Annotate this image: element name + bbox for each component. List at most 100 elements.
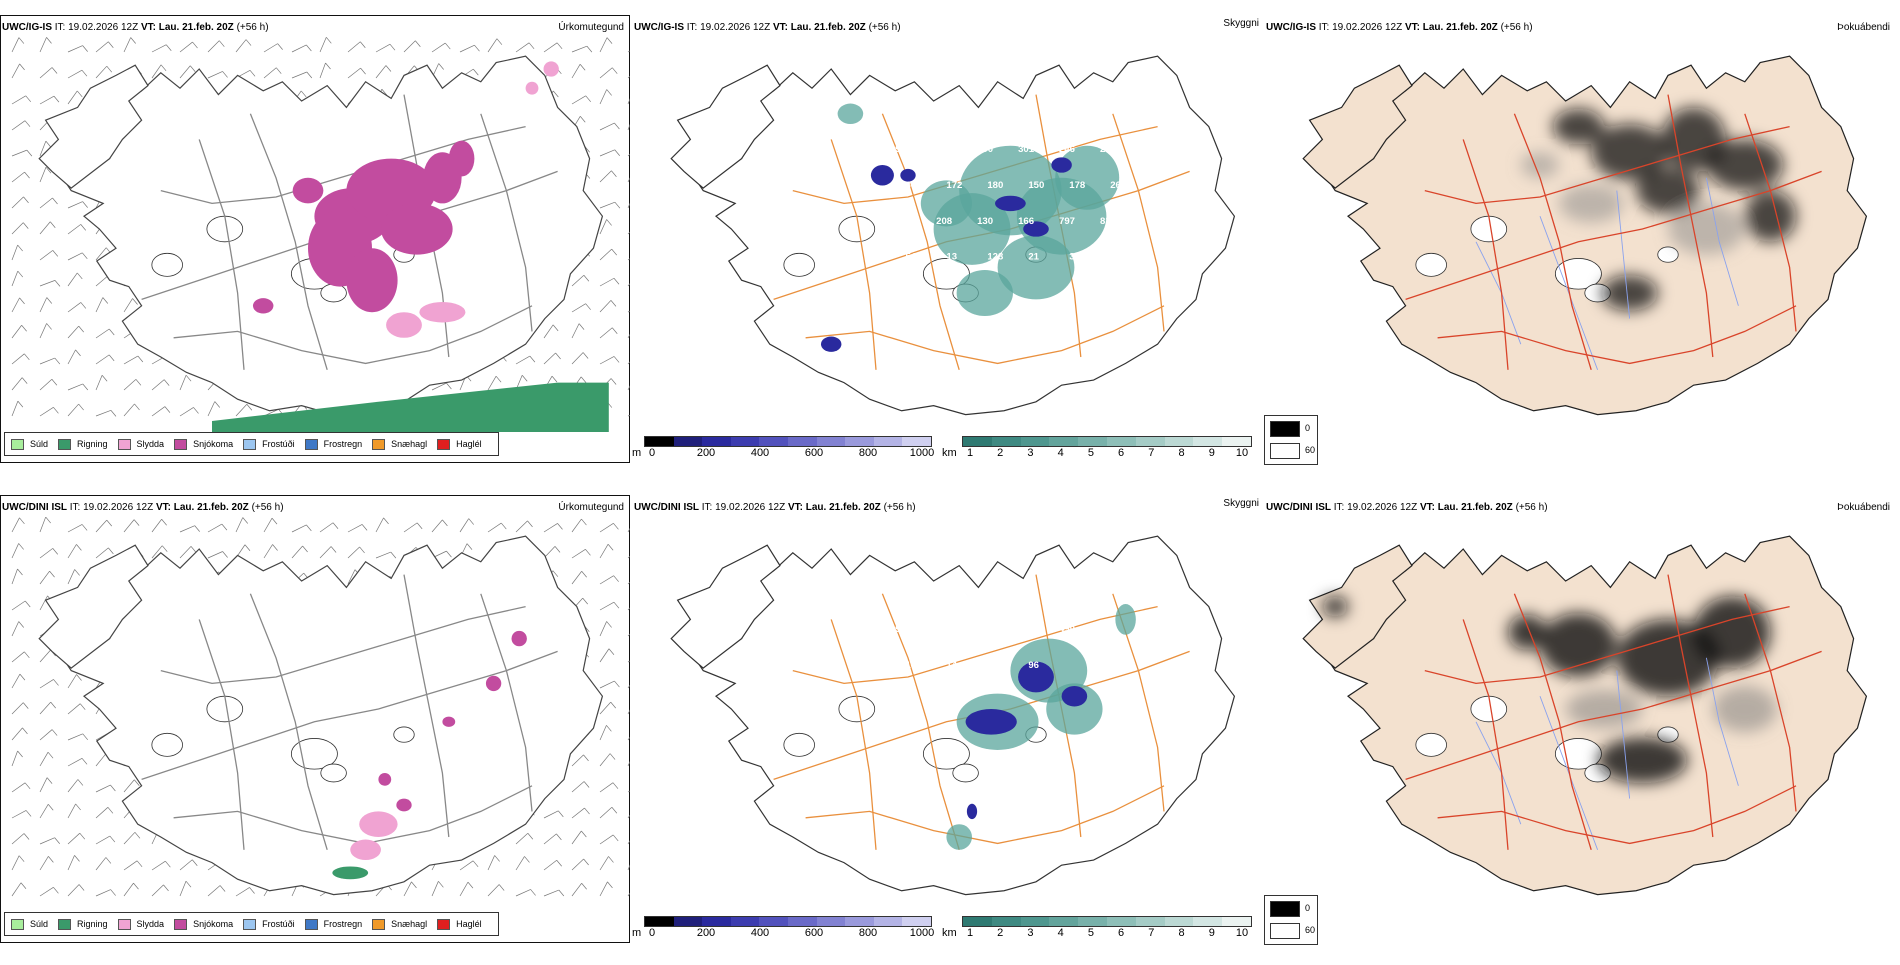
colorbar-tick: 6 xyxy=(1118,447,1125,459)
legend-item: Rigning xyxy=(58,918,108,930)
ceiling-label: 246 xyxy=(1059,144,1075,155)
colorbar-bin xyxy=(787,437,817,446)
colorbar-bin xyxy=(730,917,760,926)
ceiling-label: 171 xyxy=(977,624,994,635)
lead-time: (+56 h) xyxy=(1500,22,1533,33)
cloud-swatch xyxy=(1270,421,1300,437)
ceiling-label: 27 xyxy=(1110,252,1121,263)
colorbar-tick: 800 xyxy=(858,927,878,939)
forecast-row-igis: UWC/IG-IS IT: 19.02.2026 12Z VT: Lau. 21… xyxy=(0,15,1900,485)
lead-time: (+56 h) xyxy=(1515,502,1548,513)
panel-title: UWC/DINI ISL IT: 19.02.2026 12Z VT: Lau.… xyxy=(2,502,284,513)
ceiling-label: 123 xyxy=(987,252,1003,263)
legend-label: Snæhagl xyxy=(391,919,428,929)
ceiling-label: 13 xyxy=(946,252,957,263)
colorbar-bin xyxy=(1222,437,1251,446)
valid-time: Lau. 21.feb. 20Z xyxy=(173,502,249,513)
product-name: Skyggni xyxy=(1223,498,1259,509)
legend-label: Frostregn xyxy=(323,919,363,929)
legend-item: Slydda xyxy=(117,438,165,450)
legend-item: Frostúði xyxy=(243,918,295,930)
panel-title: UWC/DINI ISL IT: 19.02.2026 12Z VT: Lau.… xyxy=(1266,502,1548,513)
visibility-panel: UWC/IG-IS IT: 19.02.2026 12Z VT: Lau. 21… xyxy=(632,15,1264,485)
colorbar-tick: 1000 xyxy=(909,927,935,939)
legend-swatch xyxy=(58,918,72,930)
legend-label: Slydda xyxy=(136,439,165,449)
legend-swatch xyxy=(117,438,131,450)
colorbar-bin xyxy=(730,437,760,446)
colorbar-tick: 2 xyxy=(997,447,1004,459)
fog-map xyxy=(1302,55,1868,416)
visibility-panel: UWC/DINI ISL IT: 19.02.2026 12Z VT: Lau.… xyxy=(632,495,1264,965)
colorbar-bin xyxy=(1020,917,1050,926)
init-time: 19.02.2026 12Z xyxy=(1332,22,1403,33)
colorbar-tick: 9 xyxy=(1208,927,1215,939)
ceiling-label: 166 xyxy=(1018,216,1034,227)
cloud-label: 0 xyxy=(1305,423,1311,433)
ceiling-label: 143 xyxy=(905,660,921,671)
colorbar-tick: 1 xyxy=(966,447,974,459)
legend-label: Slydda xyxy=(136,919,165,929)
ceiling-label: 21 xyxy=(1028,252,1039,263)
colorbar-tick: 3 xyxy=(1027,927,1034,939)
visibility-colorbar: km 1 2 3 4 5 6 7 8 9 10 xyxy=(942,436,1252,466)
product-name: Úrkomutegund xyxy=(558,502,624,513)
ceiling-label: 180 xyxy=(987,180,1003,191)
colorbar-tick: 9 xyxy=(1208,447,1215,459)
colorbar-bin xyxy=(873,437,903,446)
ceiling-label: 200 xyxy=(977,144,993,155)
legend-item: Frostúði xyxy=(243,438,295,450)
legend-swatch xyxy=(117,918,131,930)
legend-label: Súld xyxy=(30,439,49,449)
iceland-outline xyxy=(38,535,604,896)
colorbar-tick: 800 xyxy=(858,447,878,459)
ceiling-colorbar: m 0 200 400 600 800 1000 xyxy=(632,916,935,946)
colorbar-tick: 400 xyxy=(750,447,770,459)
cloud-label: 60 xyxy=(1305,445,1316,455)
legend-swatch xyxy=(304,438,318,450)
colorbar-tick: 8 xyxy=(1178,447,1185,459)
colorbar-unit: m xyxy=(632,927,642,939)
colorbar-bin xyxy=(787,917,817,926)
legend-label: Haglél xyxy=(456,919,482,929)
ceiling-label: 301 xyxy=(1018,144,1035,155)
colorbar-bin xyxy=(845,917,874,926)
legend-item: Snjókoma xyxy=(174,438,233,450)
legend-label: Súld xyxy=(30,919,49,929)
colorbar-bin xyxy=(902,437,931,446)
valid-time: Lau. 21.feb. 20Z xyxy=(158,22,234,33)
colorbar-bin xyxy=(1078,437,1107,446)
colorbar-bin xyxy=(1106,437,1136,446)
model-name: UWC/DINI ISL xyxy=(1266,502,1331,513)
colorbar-tick: 10 xyxy=(1235,927,1249,939)
colorbar-bin xyxy=(1049,437,1079,446)
precip-map xyxy=(11,37,630,432)
colorbar-bin xyxy=(645,437,674,446)
precip-map xyxy=(11,517,630,897)
colorbar-bin xyxy=(1135,437,1165,446)
colorbar-bin xyxy=(991,917,1021,926)
legend-item: Slydda xyxy=(117,918,165,930)
legend-label: Snjókoma xyxy=(193,919,234,929)
legend-item: Snæhagl xyxy=(372,438,427,450)
lead-time: (+56 h) xyxy=(251,502,284,513)
colorbar-tick: 600 xyxy=(804,927,824,939)
valid-time-label: VT: xyxy=(787,502,803,513)
colorbar-unit: m xyxy=(632,447,642,459)
model-name: UWC/DINI ISL xyxy=(2,502,67,513)
precip-type-panel: UWC/IG-IS IT: 19.02.2026 12Z VT: Lau. 21… xyxy=(0,15,632,485)
model-name: UWC/IG-IS xyxy=(634,22,684,33)
colorbar-unit: km xyxy=(942,927,957,939)
colorbar-bin xyxy=(1193,917,1223,926)
colorbar-tick: 200 xyxy=(696,447,716,459)
colorbar-bin xyxy=(645,917,674,926)
legend-item: Snæhagl xyxy=(372,918,428,930)
colorbar-tick: 5 xyxy=(1087,927,1094,939)
valid-time-label: VT: xyxy=(155,502,171,513)
init-time-label: IT: xyxy=(54,22,66,33)
colorbar-bin xyxy=(1193,437,1223,446)
init-time: 19.02.2026 12Z xyxy=(83,502,154,513)
cloud-label: 0 xyxy=(1305,903,1311,913)
visibility-colorbar: km 1 2 3 4 5 6 7 8 9 10 xyxy=(942,916,1252,946)
ceiling-label: 265 xyxy=(1110,180,1127,191)
